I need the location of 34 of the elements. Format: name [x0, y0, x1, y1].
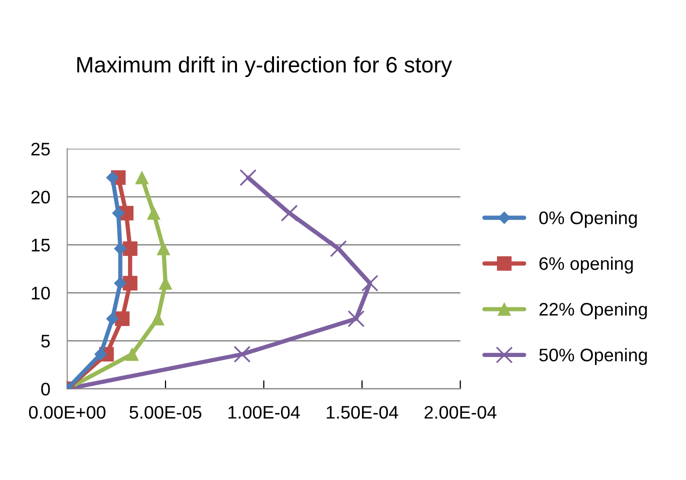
y-tick-label: 10	[32, 286, 50, 300]
point	[112, 206, 125, 220]
y-tick-label: 0	[41, 382, 50, 396]
x-tick-label: 5.00E-05	[130, 406, 202, 419]
point	[234, 346, 251, 363]
y-tick-label: 5	[41, 334, 50, 348]
chart-title: Maximum drift in y-direction for 6 story	[77, 56, 452, 78]
point	[147, 206, 160, 220]
x-tick-label: 0.00E+00	[29, 406, 106, 419]
point	[151, 312, 164, 326]
point	[156, 242, 170, 256]
point	[94, 348, 107, 360]
point	[240, 169, 257, 186]
point	[280, 204, 298, 222]
x-tick-label: 1.50E-04	[326, 406, 398, 419]
point	[361, 274, 378, 292]
point	[125, 348, 139, 361]
point	[114, 311, 130, 326]
point	[106, 312, 119, 325]
y-tick-label: 20	[31, 190, 50, 204]
point	[106, 171, 119, 184]
y-tick-label: 15	[32, 238, 50, 252]
point	[348, 310, 365, 328]
point	[122, 276, 138, 290]
legend-label: 0% Opening	[539, 211, 637, 228]
x-tick-label: 2.00E-04	[424, 406, 496, 419]
point	[122, 241, 138, 256]
y-tick-label: 25	[31, 142, 50, 156]
point	[330, 240, 347, 258]
legend-label: 6% opening	[540, 256, 633, 274]
x-tick-label: 1.00E-04	[228, 406, 300, 419]
legend-label: 22% Opening	[539, 302, 647, 320]
legend-label: 50% Opening	[539, 348, 647, 365]
point	[135, 171, 149, 184]
